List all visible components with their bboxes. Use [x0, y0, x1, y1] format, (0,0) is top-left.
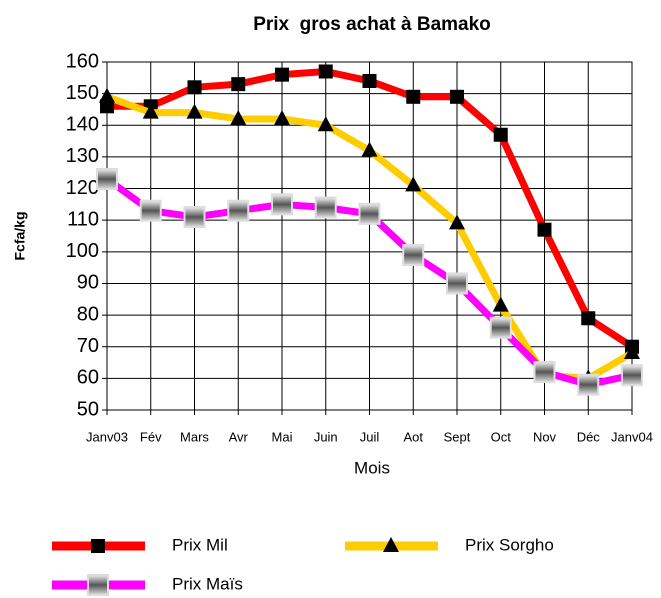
x-tick-label: Nov: [533, 429, 557, 444]
x-tick-label: Sept: [444, 429, 471, 444]
legend-label: Prix Mil: [172, 535, 228, 554]
marker: [362, 73, 377, 88]
x-tick-label: Déc: [577, 429, 601, 444]
x-tick-label: Janv03: [86, 429, 128, 444]
marker: [624, 344, 640, 360]
y-tick-label: 160: [66, 50, 99, 72]
marker: [450, 89, 464, 104]
y-tick-label: 120: [66, 177, 99, 199]
legend-label: Prix Sorgho: [465, 535, 554, 554]
marker: [489, 316, 512, 339]
x-axis-label: Mois: [354, 458, 390, 477]
marker: [537, 222, 552, 237]
marker: [183, 206, 206, 229]
x-tick-label: Oct: [491, 429, 512, 444]
marker: [402, 243, 425, 266]
marker: [358, 202, 381, 225]
marker: [271, 193, 293, 216]
plot-frame: [106, 61, 633, 411]
marker: [142, 103, 159, 119]
y-tick-label: 50: [77, 398, 99, 420]
marker: [493, 127, 508, 142]
marker: [227, 199, 250, 222]
marker: [230, 109, 247, 125]
x-tick-label: Mai: [272, 429, 293, 444]
marker: [317, 116, 334, 132]
legend-label: Prix Maïs: [172, 574, 243, 593]
y-tick-label: 100: [66, 240, 99, 262]
y-tick-label: 70: [77, 335, 99, 357]
y-tick-label: 80: [77, 303, 99, 325]
marker: [449, 214, 465, 230]
marker: [87, 574, 109, 596]
marker: [99, 87, 115, 103]
marker: [139, 199, 162, 222]
chart-title: Prix gros achat à Bamako: [253, 14, 491, 35]
marker: [318, 64, 333, 79]
x-tick-label: Juil: [360, 429, 380, 444]
marker: [581, 311, 596, 326]
y-tick-label: 110: [67, 208, 99, 230]
y-tick-label: 150: [66, 82, 99, 104]
marker: [275, 67, 289, 82]
marker: [492, 296, 509, 312]
marker: [96, 168, 118, 191]
marker: [533, 361, 556, 384]
marker: [91, 539, 105, 553]
y-tick-label: 140: [66, 114, 99, 136]
y-tick-label: 60: [77, 367, 99, 389]
marker: [186, 103, 203, 119]
marker: [314, 196, 337, 219]
marker: [577, 373, 600, 396]
marker: [361, 141, 378, 157]
x-tick-label: Fév: [140, 429, 162, 444]
marker: [187, 80, 202, 95]
x-tick-label: Juin: [314, 429, 338, 444]
y-axis-label: Fcfa/kg: [12, 211, 28, 260]
x-tick-label: Avr: [229, 429, 249, 444]
marker: [231, 77, 246, 92]
x-tick-label: Aot: [403, 429, 423, 444]
x-tick-label: Mars: [180, 429, 209, 444]
marker: [383, 537, 399, 552]
x-tick-label: Janv04: [611, 429, 653, 444]
y-tick-label: 130: [66, 145, 99, 167]
marker: [446, 272, 468, 295]
marker: [405, 176, 422, 192]
y-tick-label: 90: [77, 272, 99, 294]
marker: [621, 364, 643, 387]
marker: [406, 89, 421, 104]
marker: [274, 109, 290, 125]
